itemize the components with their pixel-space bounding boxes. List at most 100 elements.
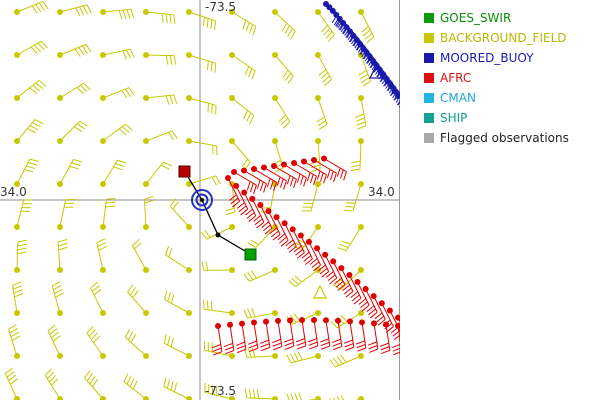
- afrc-barb: [241, 167, 267, 193]
- legend-label: MOORED_BUOY: [440, 51, 534, 65]
- storm-track: [178, 165, 257, 261]
- afrc-barb: [273, 214, 289, 247]
- background-field-barb: [127, 284, 149, 316]
- background-field-barb: [100, 123, 133, 144]
- background-field-swatch: [424, 33, 434, 43]
- legend-item-goes-swir[interactable]: GOES_SWIR: [424, 8, 600, 28]
- field-triangle-icon: [313, 284, 327, 299]
- background-field-barb: [14, 158, 39, 187]
- moored-buoy-swatch: [424, 53, 434, 63]
- background-field-barb: [358, 52, 372, 87]
- afrc-barb: [259, 318, 271, 352]
- left-coordinate-label: 34.0: [0, 185, 27, 199]
- afrc-barb: [297, 232, 313, 265]
- background-field-barb: [86, 325, 106, 359]
- afrc-barb: [295, 317, 307, 350]
- legend-item-moored-buoy[interactable]: MOORED_BUOY: [424, 48, 600, 68]
- background-field-barb: [143, 130, 178, 144]
- ship-swatch: [424, 113, 434, 123]
- legend-label: GOES_SWIR: [440, 11, 512, 25]
- afrc-barb: [346, 272, 362, 305]
- background-field-barb: [329, 353, 364, 368]
- afrc-barb: [257, 202, 273, 235]
- background-field-barb: [204, 383, 235, 400]
- background-field-barb: [293, 224, 321, 251]
- background-field-barb: [186, 138, 218, 156]
- afrc-barb: [301, 158, 327, 184]
- afrc-barb: [395, 314, 400, 341]
- goes-swir-swatch: [424, 13, 434, 23]
- afrc-barb: [391, 322, 400, 356]
- afrc-barb: [271, 163, 297, 189]
- storm-center-dot-icon: [200, 198, 204, 202]
- legend-item-ship[interactable]: SHIP: [424, 108, 600, 128]
- background-field-barb: [51, 281, 64, 316]
- background-field-barb: [202, 300, 235, 316]
- background-field-barb: [100, 159, 127, 187]
- legend-label: CMAN: [440, 91, 476, 105]
- background-field-barb: [229, 95, 255, 125]
- afrc-barb: [223, 321, 235, 355]
- legend-item-flagged-observations[interactable]: Flagged observations: [424, 128, 600, 148]
- background-field-barb: [163, 377, 192, 400]
- afrc-barb: [322, 251, 338, 285]
- background-field-barb: [203, 341, 235, 359]
- storm-track-line: [184, 171, 251, 255]
- background-field-barb: [57, 44, 92, 58]
- afrc-barb: [343, 318, 355, 351]
- background-field-barb: [350, 138, 364, 172]
- background-field-barb: [143, 161, 172, 187]
- background-field-barb: [229, 138, 251, 170]
- moored-buoy-barb: [395, 93, 400, 99]
- wind-map-canvas[interactable]: [0, 0, 400, 400]
- afrc-barb: [249, 195, 265, 229]
- background-field-barb: [243, 267, 278, 282]
- wind-plot-panel[interactable]: -73.5 -73.5 34.0 34.0: [0, 0, 400, 400]
- background-field-barb: [286, 351, 321, 364]
- legend-label: Flagged observations: [440, 131, 569, 145]
- background-field-barb: [47, 324, 63, 359]
- legend: GOES_SWIR BACKGROUND_FIELD MOORED_BUOY A…: [424, 8, 600, 148]
- background-field-barb: [124, 328, 149, 359]
- legend-item-afrc[interactable]: AFRC: [424, 68, 600, 88]
- afrc-barb: [307, 317, 319, 350]
- background-field-barb: [143, 52, 177, 65]
- background-field-barb: [90, 281, 106, 316]
- afrc-barb: [311, 157, 337, 183]
- background-field-barb: [96, 238, 108, 273]
- background-field-barb: [100, 8, 135, 20]
- background-field-barb: [163, 334, 192, 359]
- background-field-barb: [247, 224, 278, 249]
- afrc-barb: [225, 175, 241, 208]
- afrc-barb: [235, 320, 247, 354]
- afrc-barb: [319, 317, 331, 350]
- afrc-barb: [247, 319, 259, 353]
- background-field-barb: [57, 4, 92, 17]
- afrc-barb: [367, 320, 379, 353]
- background-field-barb: [44, 368, 63, 400]
- afrc-barb: [271, 317, 283, 351]
- background-field-barb: [14, 239, 27, 273]
- afrc-barb: [291, 160, 317, 186]
- afrc-barb: [354, 278, 370, 312]
- background-field-barb: [358, 9, 375, 44]
- legend-item-cman[interactable]: CMAN: [424, 88, 600, 108]
- background-field-barb: [143, 9, 176, 25]
- flagged-observations-swatch: [424, 133, 434, 143]
- legend-label: BACKGROUND_FIELD: [440, 31, 567, 45]
- background-field-barb: [169, 198, 192, 230]
- background-field-barb: [229, 52, 256, 80]
- background-field-barb: [14, 0, 49, 15]
- afrc-barb: [265, 208, 281, 241]
- afrc-barb: [314, 245, 330, 278]
- legend-item-background-field[interactable]: BACKGROUND_FIELD: [424, 28, 600, 48]
- storm-center-outer-ring-icon: [191, 189, 213, 211]
- background-field-barb: [143, 94, 178, 105]
- background-field-barbs: [4, 0, 375, 400]
- background-field-barb: [12, 281, 24, 316]
- background-field-barb: [244, 347, 278, 359]
- cman-swatch: [424, 93, 434, 103]
- afrc-barb: [261, 164, 287, 190]
- afrc-barb: [370, 293, 386, 326]
- afrc-barb: [233, 182, 249, 216]
